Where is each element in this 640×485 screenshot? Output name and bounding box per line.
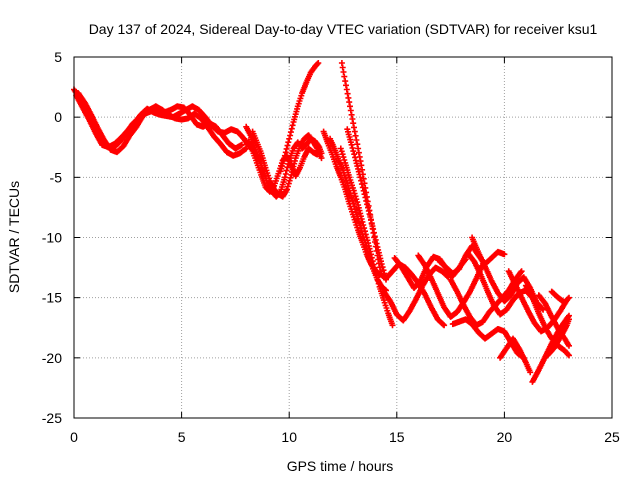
data-track xyxy=(544,316,572,359)
data-point-markers xyxy=(497,335,534,376)
y-tick-label: -25 xyxy=(42,410,62,426)
chart-title: Day 137 of 2024, Sidereal Day-to-day VTE… xyxy=(89,21,598,37)
y-tick-label: 5 xyxy=(54,49,62,65)
y-axis-label: SDTVAR / TECUs xyxy=(6,181,22,293)
data-point-markers xyxy=(449,316,527,361)
data-track xyxy=(529,312,572,385)
x-tick-label: 5 xyxy=(178,429,186,445)
y-tick-label: -20 xyxy=(42,350,62,366)
data-track xyxy=(277,60,322,175)
y-tick-label: -10 xyxy=(42,230,62,246)
x-tick-label: 0 xyxy=(70,429,78,445)
data-point-markers xyxy=(338,60,384,275)
data-point-markers xyxy=(73,92,252,151)
x-axis-label: GPS time / hours xyxy=(287,458,394,474)
data-track xyxy=(548,288,572,306)
data-point-markers xyxy=(544,316,572,359)
y-tick-label: -5 xyxy=(50,169,63,185)
tick-layer: 0 5 10 15 20 25 -25 -20 -15 -10 -5 0 5 xyxy=(42,49,620,445)
data-point-markers xyxy=(529,312,572,385)
data-track xyxy=(73,92,252,151)
x-tick-label: 25 xyxy=(604,429,620,445)
x-tick-label: 10 xyxy=(281,429,297,445)
data-track xyxy=(469,234,547,313)
data-point-markers xyxy=(249,128,325,200)
data-track xyxy=(338,60,384,275)
data-track xyxy=(497,335,534,376)
x-tick-label: 20 xyxy=(497,429,513,445)
y-tick-label: 0 xyxy=(54,109,62,125)
data-point-markers xyxy=(469,234,547,313)
data-track xyxy=(449,316,527,361)
data-point-markers xyxy=(548,288,572,306)
data-layer xyxy=(71,60,572,385)
data-point-markers xyxy=(277,60,322,175)
x-tick-label: 15 xyxy=(389,429,405,445)
grid-layer xyxy=(74,57,612,418)
y-tick-label: -15 xyxy=(42,290,62,306)
data-track xyxy=(249,128,325,200)
